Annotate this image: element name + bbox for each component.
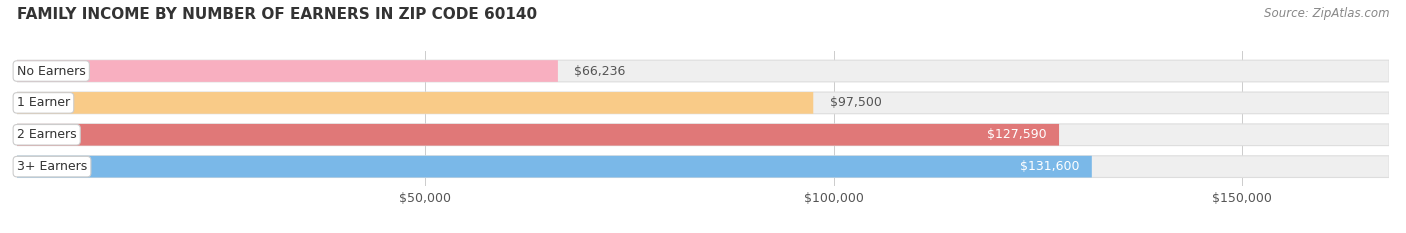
Text: No Earners: No Earners (17, 65, 86, 78)
FancyBboxPatch shape (17, 124, 1059, 146)
Text: $127,590: $127,590 (987, 128, 1047, 141)
Text: 1 Earner: 1 Earner (17, 96, 70, 110)
FancyBboxPatch shape (17, 60, 1389, 82)
Text: $66,236: $66,236 (574, 65, 626, 78)
Text: Source: ZipAtlas.com: Source: ZipAtlas.com (1264, 7, 1389, 20)
Text: $97,500: $97,500 (830, 96, 882, 110)
FancyBboxPatch shape (17, 92, 1389, 114)
Text: $131,600: $131,600 (1021, 160, 1080, 173)
FancyBboxPatch shape (17, 92, 813, 114)
Text: FAMILY INCOME BY NUMBER OF EARNERS IN ZIP CODE 60140: FAMILY INCOME BY NUMBER OF EARNERS IN ZI… (17, 7, 537, 22)
FancyBboxPatch shape (17, 60, 558, 82)
Text: 2 Earners: 2 Earners (17, 128, 76, 141)
FancyBboxPatch shape (17, 156, 1389, 178)
Text: 3+ Earners: 3+ Earners (17, 160, 87, 173)
FancyBboxPatch shape (17, 124, 1389, 146)
FancyBboxPatch shape (17, 156, 1092, 178)
